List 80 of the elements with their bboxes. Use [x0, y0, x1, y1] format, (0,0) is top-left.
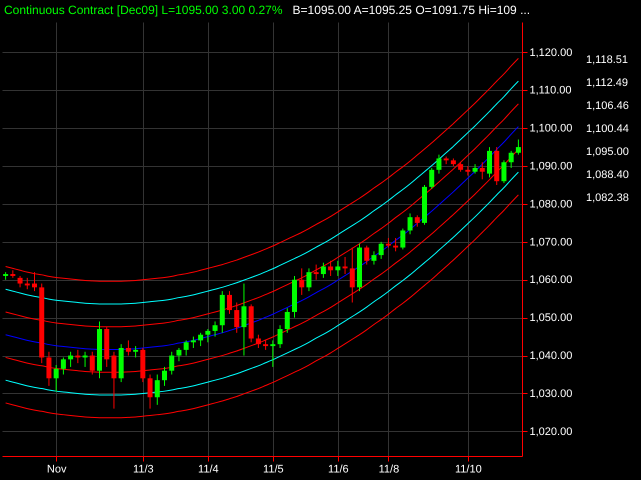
- candlestick: [184, 340, 189, 356]
- candlestick: [328, 260, 334, 276]
- line-series: [5, 80, 519, 305]
- candlestick: [190, 336, 196, 348]
- candlestick: [68, 351, 74, 368]
- y-tick-label: 1,080.00: [530, 198, 572, 210]
- candlestick: [364, 245, 370, 266]
- candlestick: [393, 238, 398, 252]
- y-tick-label: 1,050.00: [530, 312, 572, 324]
- candlestick: [371, 250, 376, 266]
- y-tick-label: 1,040.00: [530, 350, 572, 362]
- candlestick: [75, 349, 80, 364]
- candlestick: [154, 374, 160, 406]
- candlestick: [198, 332, 204, 347]
- x-tick-label: 11/5: [263, 464, 284, 476]
- candlestick: [320, 262, 326, 278]
- y-tick-label: 1,020.00: [530, 426, 572, 438]
- chart-subtitle: B=1095.00 A=1095.25 O=1091.75 Hi=109 ...: [292, 3, 530, 17]
- candlestick: [350, 247, 355, 303]
- candlestick: [480, 162, 485, 180]
- candlestick: [516, 139, 521, 156]
- text: 1,118.51: [586, 54, 628, 66]
- y-tick-label: 1,090.00: [530, 160, 572, 173]
- candlestick: [400, 228, 406, 250]
- candlestick: [436, 154, 442, 174]
- candlestick: [241, 283, 246, 356]
- candlestick: [126, 340, 131, 356]
- candlestick: [205, 328, 210, 343]
- candlestick: [54, 364, 59, 392]
- candlestick: [270, 340, 276, 368]
- y-tick-label: 1,070.00: [530, 236, 572, 248]
- candlestick: [314, 264, 319, 280]
- candlestick: [429, 167, 434, 190]
- text: 1,100.44: [586, 123, 629, 135]
- candlestick: [18, 275, 23, 288]
- candlestick: [378, 241, 384, 260]
- chart-title: Continuous Contract [Dec09] L=1095.00 3.00 0.27%: [4, 3, 283, 17]
- candlestick: [508, 150, 514, 168]
- candlestick: [169, 351, 174, 376]
- candlestick: [176, 347, 182, 362]
- candlestick: [148, 374, 153, 410]
- candlestick: [335, 260, 340, 276]
- candlestick: [212, 320, 218, 338]
- candlestick: [256, 334, 261, 348]
- text: 1,088.40: [586, 169, 629, 181]
- candlestick: [227, 290, 232, 314]
- candlestick: [501, 160, 506, 184]
- candlestick: [458, 162, 464, 172]
- line-series: [5, 194, 519, 418]
- candlestick: [263, 340, 268, 350]
- y-tick-label: 1,110.00: [530, 84, 572, 97]
- candlestick: [278, 324, 283, 348]
- candlestick: [306, 268, 312, 292]
- x-tick-label: 11/10: [454, 464, 482, 476]
- x-tick-label: 11/4: [198, 464, 219, 476]
- y-tick-label: 1,030.00: [530, 388, 572, 400]
- candlestick: [414, 214, 420, 228]
- candlestick: [60, 356, 66, 376]
- text: 1,106.46: [586, 100, 629, 112]
- candlestick: [472, 164, 478, 174]
- candlestick: [284, 308, 290, 334]
- x-tick-label: 11/8: [378, 464, 400, 476]
- x-tick-label: 11/6: [328, 464, 349, 476]
- candlestick: [133, 346, 138, 358]
- text: 1,112.49: [586, 77, 628, 89]
- x-tick-label: 11/3: [133, 464, 154, 476]
- candlestick: [408, 212, 413, 235]
- y-tick-label: 1,100.00: [530, 122, 572, 135]
- candlestick: [162, 366, 167, 386]
- text: 1,095.00: [586, 146, 629, 158]
- y-tick-label: 1,120.00: [530, 46, 572, 59]
- candlestick: [487, 146, 492, 178]
- candlestick: [299, 268, 304, 296]
- candlestick: [24, 277, 30, 290]
- candlestick: [386, 238, 391, 248]
- y-tick-label: 1,060.00: [530, 274, 572, 286]
- text: 1,082.38: [586, 192, 629, 204]
- candlestick: [82, 351, 88, 368]
- x-tick-label: Nov: [46, 464, 67, 476]
- candlestick: [342, 256, 348, 275]
